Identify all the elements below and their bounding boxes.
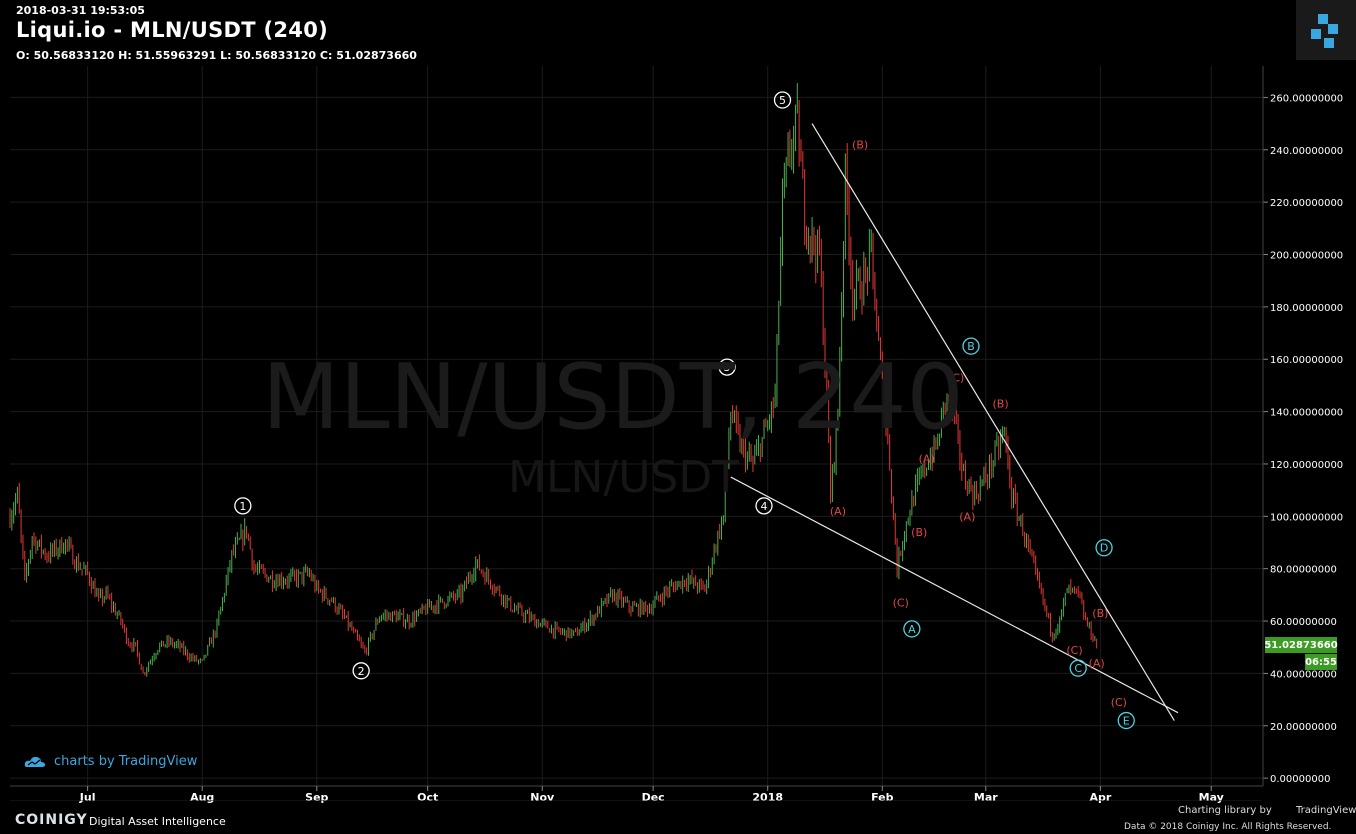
wave-label: D xyxy=(1100,542,1108,555)
x-axis: Jul Aug Sep Oct Nov Dec 2018 Feb Mar Apr May xyxy=(10,785,1263,804)
wave-label-circle xyxy=(773,91,792,109)
wave-labels: 1 2 3 4 5 A B C D E (B) (A) (C) (B) (A) (C) (A) (B) (C) (A)… xyxy=(234,91,1135,730)
wave-label: (A) xyxy=(919,453,935,466)
y-tick-label: 140.00000000 xyxy=(1270,408,1343,419)
wave-label: (B) xyxy=(993,398,1009,411)
wave-label: 1 xyxy=(239,500,246,513)
wave-label: (A) xyxy=(830,505,846,518)
header-timestamp: 2018-03-31 19:53:05 xyxy=(16,4,145,17)
coinigy-logo[interactable] xyxy=(1296,0,1356,60)
trend-line xyxy=(811,123,1175,721)
charting-library-credit: Charting library by xyxy=(1178,805,1272,816)
x-tick-label: Nov xyxy=(530,791,555,804)
footer-brand: COINIGY xyxy=(15,812,88,828)
wave-label-circle xyxy=(903,620,921,638)
watermark-sub: MLN/USDT xyxy=(508,452,740,503)
page-title: Liqui.io - MLN/USDT (240) xyxy=(16,18,328,42)
y-tick-label: 240.00000000 xyxy=(1270,146,1343,157)
wave-label-circle xyxy=(718,358,736,376)
x-tick-label: May xyxy=(1199,791,1224,804)
wave-label-circle xyxy=(352,662,370,680)
wave-label: (C) xyxy=(893,597,909,610)
trend-line xyxy=(730,476,1179,714)
wave-label: (A) xyxy=(1089,657,1105,670)
candles xyxy=(9,83,1098,677)
y-tick-label: 160.00000000 xyxy=(1270,355,1343,366)
y-tick-label: 260.00000000 xyxy=(1270,93,1343,104)
wave-label-circle xyxy=(1069,659,1087,677)
y-tick-label: 120.00000000 xyxy=(1270,460,1343,471)
wave-label: E xyxy=(1123,715,1130,728)
wave-label: 3 xyxy=(724,361,731,374)
y-tick-label: 0.00000000 xyxy=(1270,774,1330,785)
x-tick-label: Feb xyxy=(871,791,894,804)
wave-label: (B) xyxy=(911,526,927,539)
y-tick-label: 180.00000000 xyxy=(1270,303,1343,314)
x-tick-label: 2018 xyxy=(752,791,783,804)
watermark-main: MLN/USDT, 240 xyxy=(262,345,964,450)
tradingview-credit[interactable]: TradingView xyxy=(1296,805,1356,816)
y-tick-label: 40.00000000 xyxy=(1270,669,1337,680)
wave-label: A xyxy=(908,623,916,636)
wave-label-circle xyxy=(755,497,773,515)
copyright: Data © 2018 Coinigy Inc. All Rights Rese… xyxy=(1124,822,1332,832)
x-tick-label: Mar xyxy=(974,791,998,804)
trend-lines xyxy=(730,123,1179,721)
y-tick-label: 200.00000000 xyxy=(1270,251,1343,262)
wave-label-circle xyxy=(1117,711,1135,730)
x-tick-label: Aug xyxy=(190,791,214,804)
wave-label: 5 xyxy=(779,94,786,107)
wave-label: (A) xyxy=(959,510,975,523)
y-tick-label: 80.00000000 xyxy=(1270,565,1337,576)
tradingview-cloud-icon xyxy=(24,756,45,767)
y-tick-label: 20.00000000 xyxy=(1270,722,1337,733)
wave-label: (B) xyxy=(1092,607,1108,620)
tradingview-badge[interactable]: charts by TradingView xyxy=(24,754,197,769)
wave-label: (C) xyxy=(948,372,964,385)
x-tick-label: Dec xyxy=(642,791,665,804)
wave-label: 2 xyxy=(358,665,365,678)
coinigy-logo-icon xyxy=(1311,14,1338,48)
y-tick-label: 220.00000000 xyxy=(1270,198,1343,209)
ohlc-readout: O: 50.56833120 H: 51.55963291 L: 50.5683… xyxy=(16,49,417,62)
wave-label: (B) xyxy=(852,139,868,152)
wave-label: B xyxy=(967,340,975,353)
footer-tagline: Digital Asset Intelligence xyxy=(89,815,226,828)
last-price-label: 51.02873660 xyxy=(1264,637,1338,653)
wave-label: (C) xyxy=(1111,696,1127,709)
wave-label: (C) xyxy=(1066,644,1082,657)
wave-label-circle xyxy=(962,337,980,355)
y-axis: 0.00000000 20.00000000 40.00000000 60.00000… xyxy=(1262,66,1343,786)
wave-label: 4 xyxy=(761,500,768,513)
wave-label-circle xyxy=(234,497,252,515)
y-tick-label: 60.00000000 xyxy=(1270,617,1337,628)
wave-label: C xyxy=(1074,662,1082,675)
x-tick-label: Apr xyxy=(1089,791,1111,804)
x-tick-label: Jul xyxy=(79,791,96,804)
wave-label-circle xyxy=(1095,539,1113,557)
y-tick-label: 100.00000000 xyxy=(1270,512,1343,523)
bar-countdown-label: 06:55 xyxy=(1305,654,1337,670)
x-tick-label: Sep xyxy=(305,791,328,804)
x-tick-label: Oct xyxy=(417,791,438,804)
chart-grid xyxy=(10,66,1263,786)
tradingview-badge-text: charts by TradingView xyxy=(54,754,198,769)
